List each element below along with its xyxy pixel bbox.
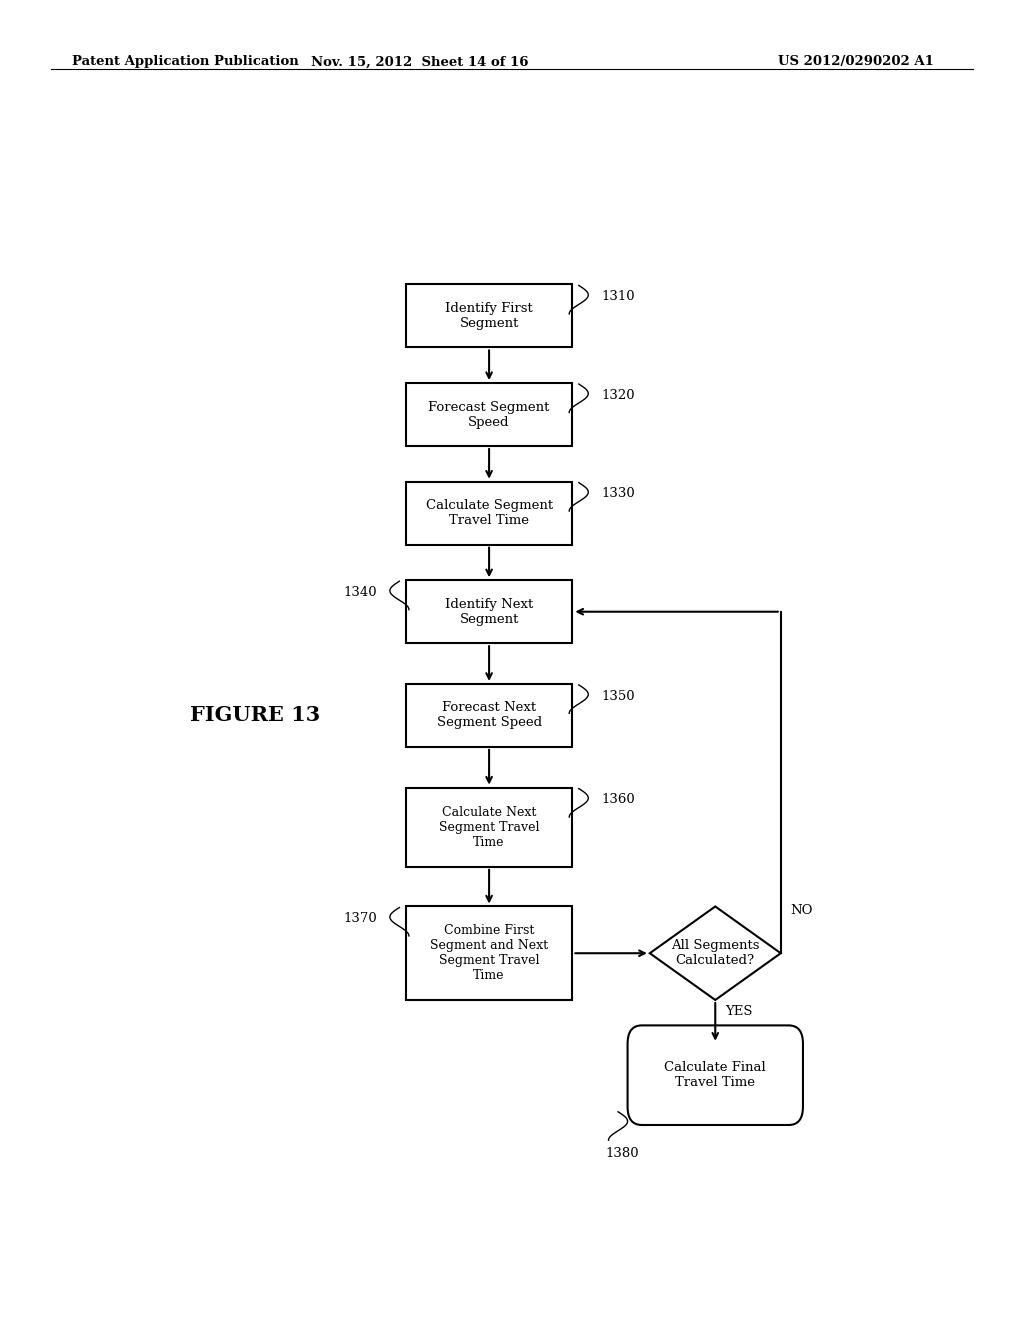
Text: Nov. 15, 2012  Sheet 14 of 16: Nov. 15, 2012 Sheet 14 of 16 — [311, 55, 528, 69]
Text: 1310: 1310 — [601, 290, 635, 304]
Text: 1380: 1380 — [605, 1147, 639, 1160]
FancyBboxPatch shape — [406, 684, 572, 747]
Text: 1360: 1360 — [601, 793, 635, 807]
Text: All Segments
Calculated?: All Segments Calculated? — [671, 940, 760, 968]
Polygon shape — [650, 907, 780, 1001]
Text: Calculate Segment
Travel Time: Calculate Segment Travel Time — [426, 499, 553, 527]
Text: Calculate Next
Segment Travel
Time: Calculate Next Segment Travel Time — [439, 805, 540, 849]
FancyBboxPatch shape — [406, 383, 572, 446]
Text: Forecast Segment
Speed: Forecast Segment Speed — [428, 400, 550, 429]
FancyBboxPatch shape — [628, 1026, 803, 1125]
Text: FIGURE 13: FIGURE 13 — [189, 705, 321, 726]
Text: 1370: 1370 — [343, 912, 377, 925]
FancyBboxPatch shape — [406, 284, 572, 347]
Text: 1330: 1330 — [601, 487, 635, 500]
FancyBboxPatch shape — [406, 581, 572, 643]
Text: 1320: 1320 — [601, 388, 635, 401]
Text: Identify Next
Segment: Identify Next Segment — [445, 598, 534, 626]
Text: NO: NO — [791, 904, 813, 916]
FancyBboxPatch shape — [406, 482, 572, 545]
Text: Patent Application Publication: Patent Application Publication — [72, 55, 298, 69]
FancyBboxPatch shape — [406, 788, 572, 867]
Text: YES: YES — [725, 1005, 753, 1018]
FancyBboxPatch shape — [406, 907, 572, 1001]
Text: Calculate Final
Travel Time: Calculate Final Travel Time — [665, 1061, 766, 1089]
Text: 1340: 1340 — [344, 586, 377, 599]
Text: 1350: 1350 — [601, 689, 635, 702]
Text: US 2012/0290202 A1: US 2012/0290202 A1 — [778, 55, 934, 69]
Text: Forecast Next
Segment Speed: Forecast Next Segment Speed — [436, 701, 542, 730]
Text: Identify First
Segment: Identify First Segment — [445, 302, 532, 330]
Text: Combine First
Segment and Next
Segment Travel
Time: Combine First Segment and Next Segment T… — [430, 924, 548, 982]
